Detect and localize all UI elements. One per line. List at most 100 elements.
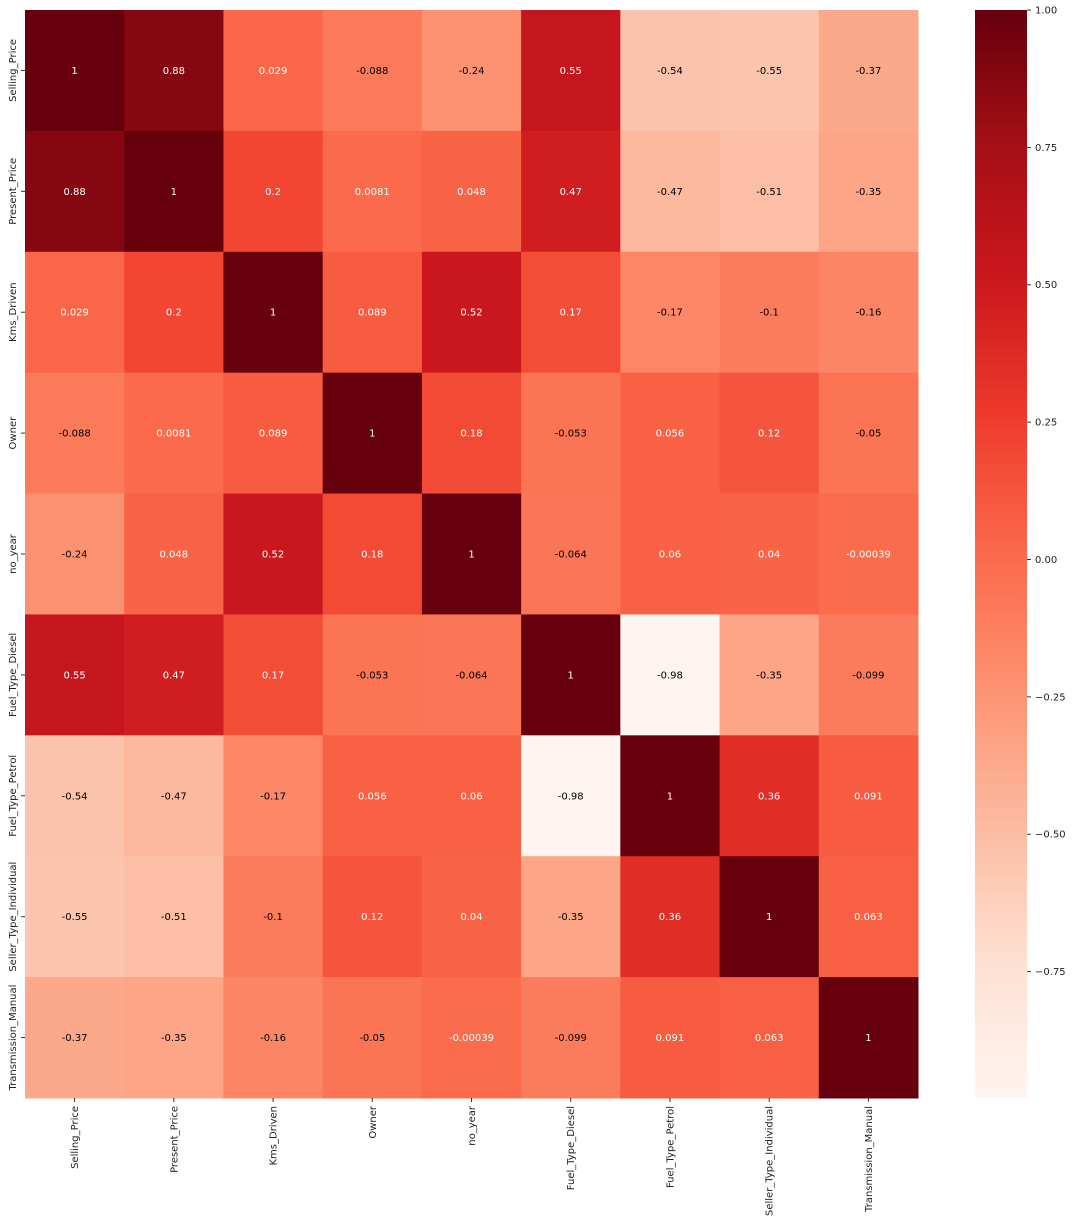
heatmap-cell-labels: 1 0.88 0.029 -0.088 -0.24 0.55 -0.54 -0.55 -0.37… xyxy=(58,66,890,1044)
heatmap-cell xyxy=(521,977,621,1099)
heatmap-cell xyxy=(25,493,125,615)
heatmap-cell xyxy=(421,251,522,374)
heatmap-cell-label: -0.00039 xyxy=(846,550,891,561)
heatmap-cell-label: 0.55 xyxy=(560,66,582,77)
heatmap-cell-label: 0.06 xyxy=(460,791,482,802)
heatmap-cell-label: 0.089 xyxy=(259,429,288,440)
heatmap-cell xyxy=(421,977,522,1099)
heatmap-cell xyxy=(25,856,125,978)
heatmap-cell xyxy=(223,856,324,978)
heatmap-cell-label: 1 xyxy=(171,187,177,198)
heatmap-cell xyxy=(719,856,820,978)
heatmap-cell xyxy=(223,10,324,132)
heatmap-cell-label: 1 xyxy=(568,670,574,681)
heatmap-cell-label: 1 xyxy=(468,550,474,561)
heatmap-cell-label: -0.35 xyxy=(161,1033,187,1044)
colorbar-tick-label: 1.00 xyxy=(1035,6,1057,17)
heatmap-cell xyxy=(124,251,224,374)
heatmap-cell-label: -0.35 xyxy=(558,912,584,923)
heatmap-cell xyxy=(223,735,324,857)
heatmap-cell xyxy=(25,130,125,253)
y-axis-tick-label: Seller_Type_Individual xyxy=(8,862,19,972)
heatmap-cell xyxy=(521,372,621,495)
heatmap-cell-label: -0.37 xyxy=(62,1033,88,1044)
heatmap-cell-label: 1 xyxy=(369,429,375,440)
heatmap-cell-label: 0.47 xyxy=(560,187,582,198)
heatmap-cell-label: 0.04 xyxy=(758,550,780,561)
heatmap-cell-label: -0.35 xyxy=(855,187,881,198)
heatmap-cell xyxy=(322,856,423,978)
heatmap-cell xyxy=(124,614,224,736)
x-axis-tick-label: Kms_Driven xyxy=(269,1106,280,1166)
heatmap-cell xyxy=(124,493,224,615)
heatmap-cell-label: -0.099 xyxy=(852,670,884,681)
heatmap-cell-label: -0.088 xyxy=(58,429,90,440)
heatmap-cell xyxy=(223,493,324,615)
heatmap-cell xyxy=(620,372,721,495)
heatmap-cell xyxy=(818,735,919,857)
heatmap-cells xyxy=(25,10,919,1099)
heatmap-cell xyxy=(620,493,721,615)
heatmap-cell-label: 1 xyxy=(667,791,673,802)
heatmap-cell xyxy=(25,10,125,132)
x-axis-tick-labels: Selling_Price Present_Price Kms_Driven Owne… xyxy=(70,1098,875,1216)
heatmap-cell-label: 1 xyxy=(865,1033,871,1044)
heatmap-cell-label: -0.088 xyxy=(356,66,388,77)
heatmap-cell xyxy=(421,735,522,857)
heatmap-cell xyxy=(223,977,324,1099)
heatmap-cell-label: 0.04 xyxy=(460,912,482,923)
x-axis-tick-label: Owner xyxy=(368,1105,379,1139)
heatmap-cell-label: 0.089 xyxy=(358,308,387,319)
heatmap-cell-label: 0.048 xyxy=(160,550,189,561)
heatmap-cell xyxy=(521,130,621,253)
heatmap-cell-label: -0.98 xyxy=(657,670,683,681)
y-axis-tick-labels: Selling_Price Present_Price Kms_Driven Owne… xyxy=(8,39,25,1092)
heatmap-cell-label: 0.18 xyxy=(361,550,383,561)
heatmap-cell-label: 0.88 xyxy=(63,187,85,198)
y-axis-tick-label: no_year xyxy=(8,533,19,574)
heatmap-cell-label: 0.55 xyxy=(63,670,85,681)
heatmap-cell-label: -0.05 xyxy=(855,429,881,440)
x-axis-tick-label: Fuel_Type_Diesel xyxy=(566,1106,577,1190)
heatmap-cell-label: -0.51 xyxy=(756,187,782,198)
colorbar-tick-label: −0.50 xyxy=(1035,830,1066,841)
heatmap-cell xyxy=(124,372,224,495)
heatmap-cell xyxy=(521,493,621,615)
heatmap-cell xyxy=(818,614,919,736)
heatmap-cell xyxy=(322,977,423,1099)
heatmap-cell xyxy=(25,735,125,857)
colorbar-tick-label: 0.75 xyxy=(1035,143,1057,154)
colorbar-tick-label: −0.75 xyxy=(1035,967,1066,978)
heatmap-cell xyxy=(421,493,522,615)
y-axis-tick-label: Transmission_Manual xyxy=(8,985,19,1092)
heatmap-cell xyxy=(620,130,721,253)
heatmap-cell xyxy=(322,493,423,615)
heatmap-cell xyxy=(322,372,423,495)
x-axis-tick-label: no_year xyxy=(467,1105,478,1146)
heatmap-cell xyxy=(818,493,919,615)
heatmap-cell-label: 0.17 xyxy=(262,670,284,681)
heatmap-cell xyxy=(620,251,721,374)
heatmap-cell-label: 0.88 xyxy=(163,66,185,77)
colorbar-tick-label: 0.25 xyxy=(1035,418,1057,429)
heatmap-cell xyxy=(322,251,423,374)
heatmap-cell xyxy=(719,251,820,374)
heatmap-cell-label: 0.17 xyxy=(560,308,582,319)
y-axis-tick-label: Selling_Price xyxy=(8,39,19,102)
heatmap-cell xyxy=(124,977,224,1099)
heatmap-cell-label: -0.099 xyxy=(555,1033,587,1044)
heatmap-cell-label: 0.12 xyxy=(758,429,780,440)
heatmap-cell-label: -0.54 xyxy=(62,791,88,802)
heatmap-cell xyxy=(719,493,820,615)
heatmap-cell xyxy=(223,251,324,374)
heatmap-cell xyxy=(818,10,919,132)
heatmap-cell-label: -0.17 xyxy=(260,791,286,802)
heatmap-cell-label: -0.37 xyxy=(855,66,881,77)
y-axis-tick-label: Kms_Driven xyxy=(8,282,19,342)
heatmap-cell xyxy=(620,856,721,978)
heatmap-cell xyxy=(421,372,522,495)
heatmap-cell xyxy=(620,735,721,857)
heatmap-cell xyxy=(719,977,820,1099)
x-axis-tick-label: Present_Price xyxy=(169,1106,180,1173)
